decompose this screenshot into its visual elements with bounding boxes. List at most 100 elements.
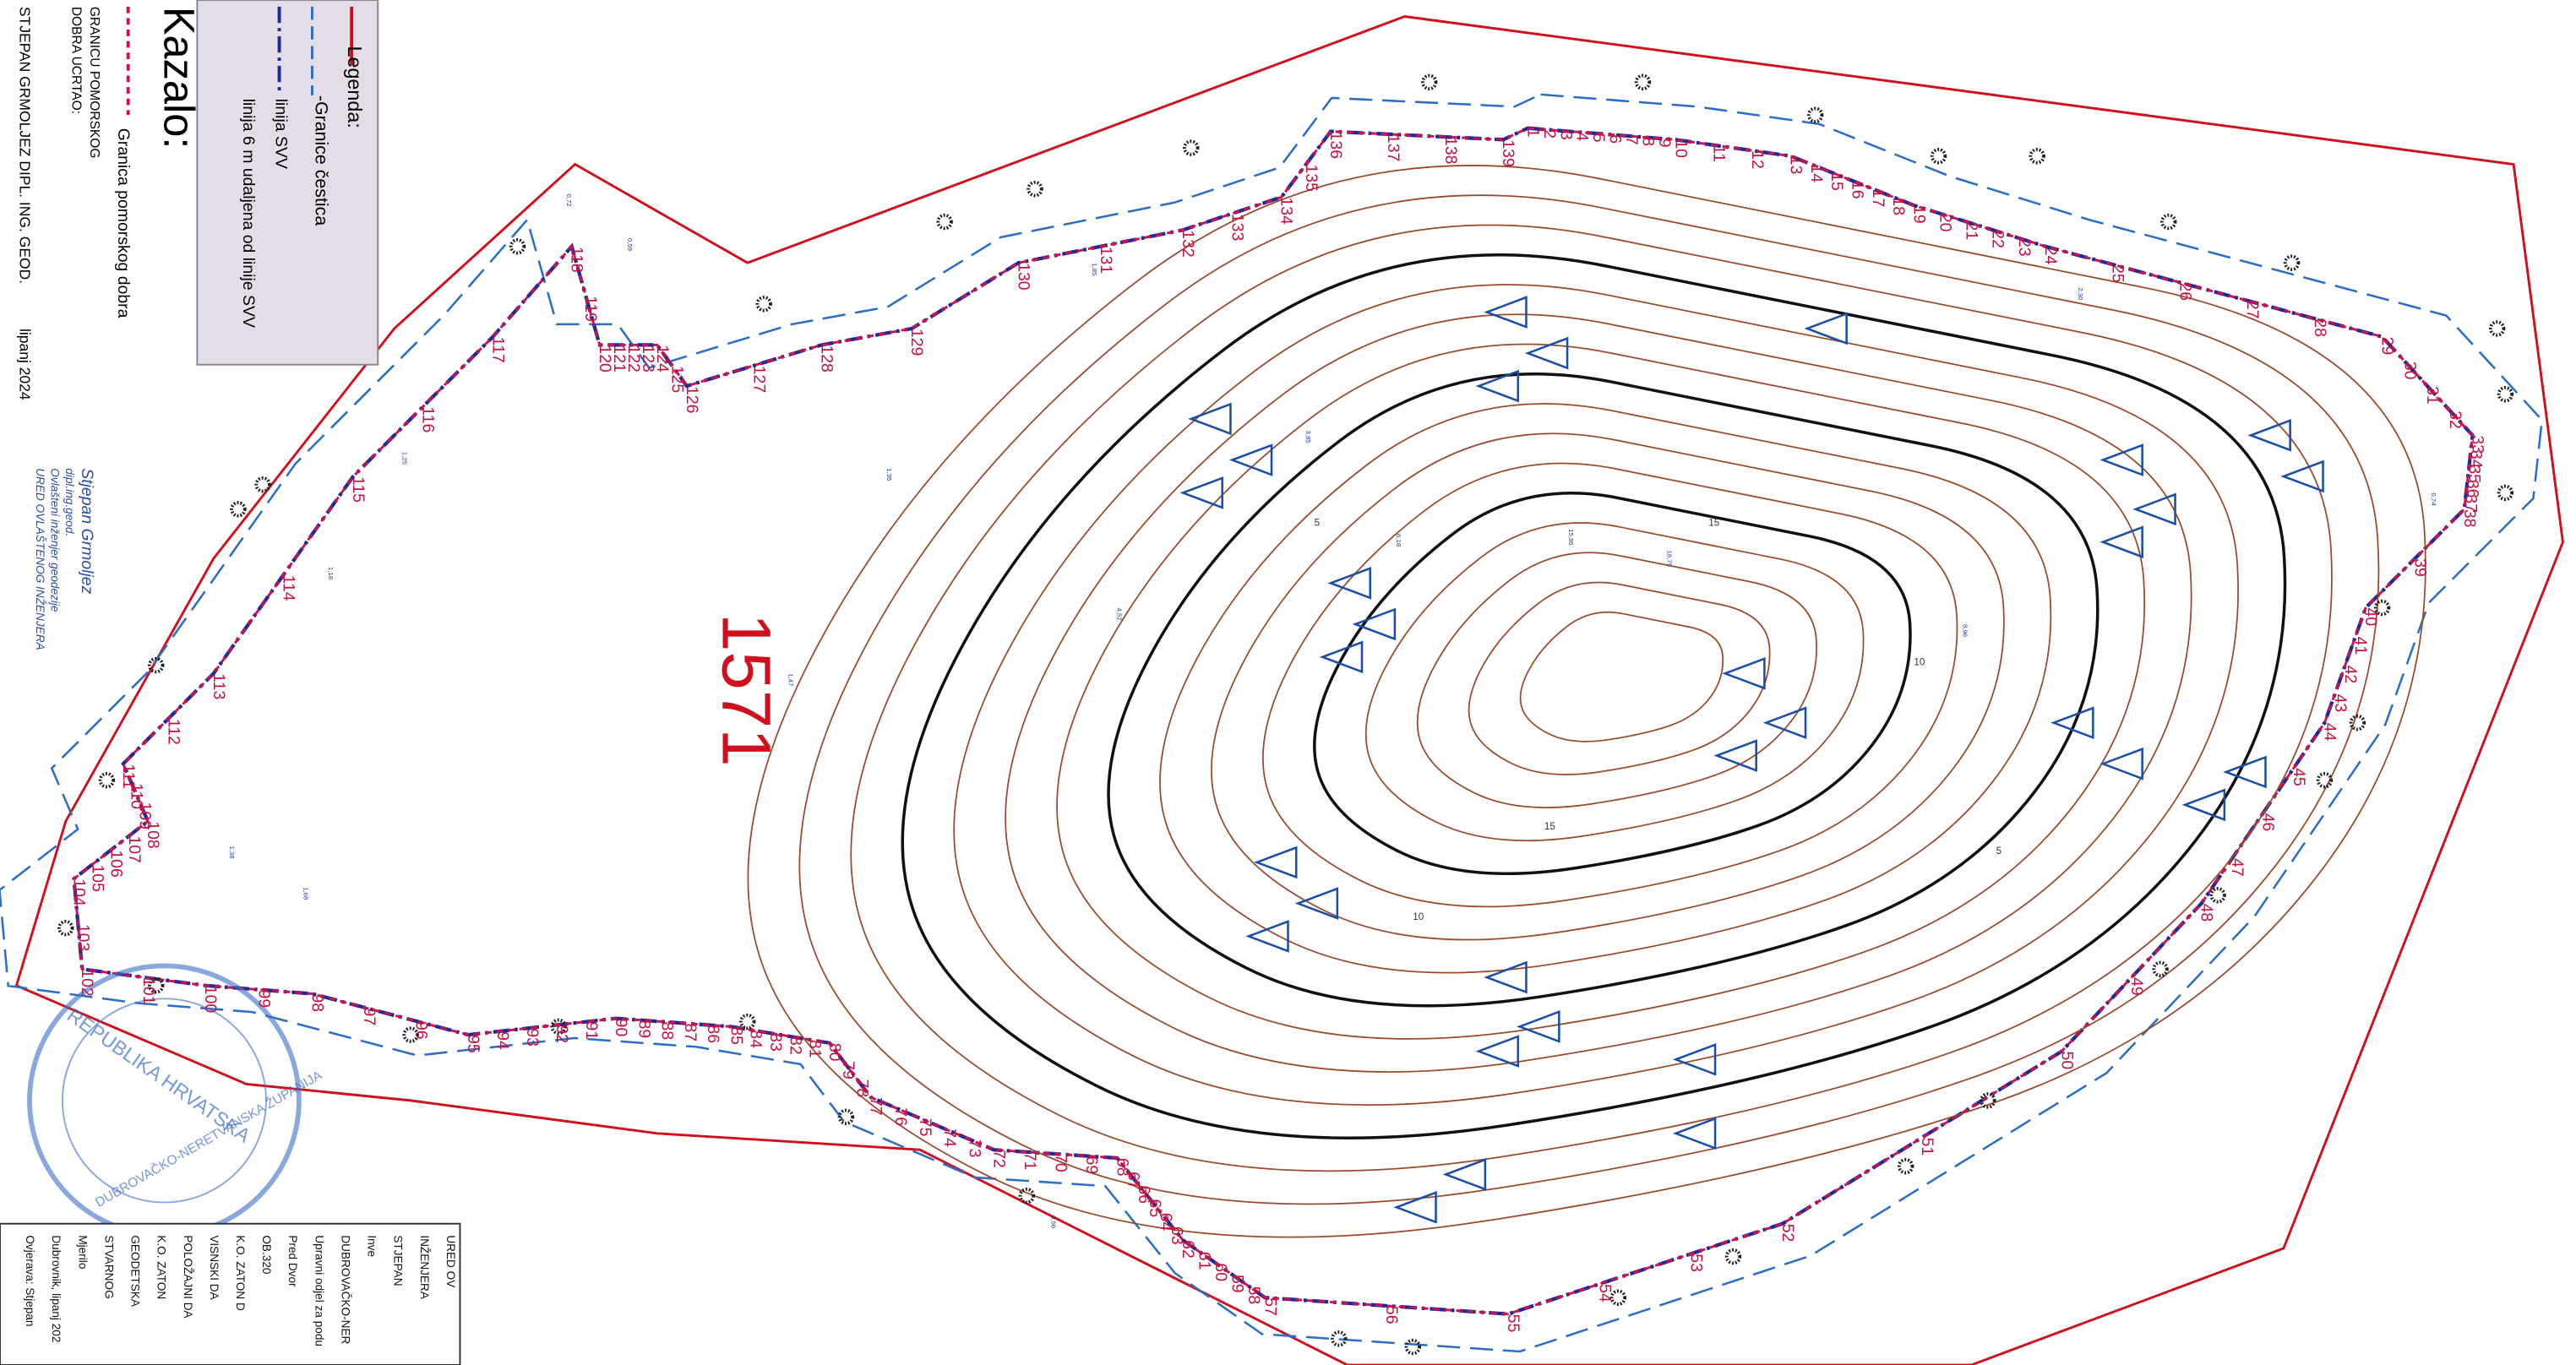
point-label: 113 <box>210 673 228 699</box>
point-label: 63 <box>1168 1226 1186 1245</box>
point-label: 68 <box>1113 1158 1131 1177</box>
triangle-symbol <box>1804 312 1848 345</box>
point-label: 83 <box>766 1033 785 1052</box>
point-label: 102 <box>78 969 96 996</box>
point-label: 55 <box>1504 1314 1522 1333</box>
point-label: 12 <box>1748 150 1767 169</box>
rock-symbol <box>148 977 165 994</box>
legend-box <box>196 0 379 366</box>
point-label: 95 <box>464 1035 482 1053</box>
point-label: 130 <box>1015 263 1033 291</box>
point-label: 3 <box>1556 131 1575 140</box>
title-block-text: STVARNOG <box>102 1235 115 1298</box>
point-label: 54 <box>1595 1284 1614 1302</box>
title-block-text: GEODETSKA <box>129 1235 142 1308</box>
point-label: 138 <box>1441 137 1460 164</box>
rock-symbol <box>1980 1092 1996 1109</box>
triangle-symbol <box>1179 476 1223 509</box>
rock-symbol <box>550 1018 567 1036</box>
svv-6m-line <box>72 126 2475 1316</box>
title-block-text: URED OV <box>444 1235 457 1288</box>
point-label: 45 <box>2290 768 2308 786</box>
point-label: 35 <box>2465 465 2484 483</box>
spot-height: 1,68 <box>302 887 310 900</box>
point-label: 84 <box>747 1030 765 1048</box>
point-label: 73 <box>965 1139 983 1158</box>
point-label: 77 <box>867 1097 885 1116</box>
point-label: 59 <box>1228 1275 1246 1293</box>
rock-symbol <box>1930 148 1947 165</box>
rock-symbol <box>1421 73 1438 91</box>
point-label: 137 <box>1384 134 1402 161</box>
point-label: 34 <box>2467 450 2486 469</box>
kazalo-date: lipanj 2024 <box>16 329 33 400</box>
rock-symbol <box>2488 320 2506 337</box>
triangle-symbol <box>2247 419 2291 452</box>
point-label: 7 <box>1622 136 1641 145</box>
rock-symbol <box>739 1013 756 1031</box>
title-block-text: INŽENJERA <box>418 1235 431 1300</box>
point-label: 111 <box>119 764 138 789</box>
contour <box>1313 491 1912 876</box>
point-label: 30 <box>2400 362 2419 380</box>
triangle-symbol <box>1352 607 1397 641</box>
point-label: 94 <box>493 1031 512 1050</box>
triangle-symbol <box>2099 525 2143 559</box>
point-label: 31 <box>2423 386 2442 405</box>
signature-text: Ovlašteni inženjer geodezije <box>48 468 61 612</box>
point-label: 47 <box>2228 858 2247 877</box>
signature-text: URED OVLAŠTENOG INŽENJERA <box>34 468 46 650</box>
triangle-symbol <box>1517 1010 1560 1043</box>
maritime-domain-line <box>72 127 2475 1316</box>
triangle-symbol <box>1245 920 1289 953</box>
point-label: 71 <box>1021 1152 1039 1171</box>
triangle-symbol <box>2132 492 2176 526</box>
contour <box>1005 313 2192 1073</box>
triangle-symbol <box>1672 1117 1717 1150</box>
point-label: 104 <box>70 878 89 906</box>
point-label: 81 <box>806 1040 825 1058</box>
point-label: 139 <box>1499 139 1517 166</box>
point-label: 80 <box>825 1043 844 1062</box>
spot-height: 1,25 <box>400 452 408 465</box>
point-label: 128 <box>817 345 836 372</box>
rock-symbol <box>1027 180 1043 198</box>
contour <box>1468 581 1771 775</box>
point-label: 37 <box>2462 494 2481 513</box>
kazalo-text: GRANICU POMORSKOG <box>87 7 101 159</box>
svv-line <box>0 93 2544 1353</box>
rock-symbol <box>1724 1248 1742 1265</box>
point-label: 9 <box>1655 139 1674 148</box>
point-label: 6 <box>1606 134 1625 144</box>
title-block-text: Dubrovnik, lipanj 202 <box>50 1235 63 1342</box>
point-label: 52 <box>1778 1224 1797 1243</box>
point-label: 36 <box>2464 480 2482 498</box>
point-label: 62 <box>1179 1240 1197 1259</box>
point-label: 106 <box>106 850 125 877</box>
point-label: 13 <box>1787 156 1805 175</box>
rock-symbol <box>230 501 247 518</box>
point-label: 65 <box>1146 1199 1164 1218</box>
point-label: 120 <box>596 345 614 373</box>
triangle-symbol <box>1672 1042 1717 1076</box>
title-block-text: VISNSKI DA <box>208 1235 221 1300</box>
point-label: 92 <box>553 1025 571 1043</box>
legend-item: linija SVV <box>272 99 291 169</box>
triangle-symbol <box>2050 706 2094 739</box>
point-label: 134 <box>1277 197 1296 225</box>
contour-label: 10 <box>1413 911 1424 922</box>
point-label: 41 <box>2351 637 2370 655</box>
rock-symbol <box>2497 484 2514 502</box>
point-label: 85 <box>727 1026 745 1045</box>
point-label: 110 <box>128 783 146 809</box>
triangle-symbol <box>1253 846 1298 879</box>
contour <box>1211 432 2005 941</box>
spot-height: 0,56 <box>1049 1215 1057 1228</box>
kazalo-author: STJEPAN GRMOLJEZ DIPL. ING. GEOD. <box>16 7 33 284</box>
point-label: 86 <box>704 1025 722 1043</box>
spot-height: 1,85 <box>1091 263 1098 275</box>
point-label: 129 <box>907 329 926 356</box>
triangle-symbol <box>1484 296 1528 329</box>
point-label: 121 <box>610 345 629 372</box>
